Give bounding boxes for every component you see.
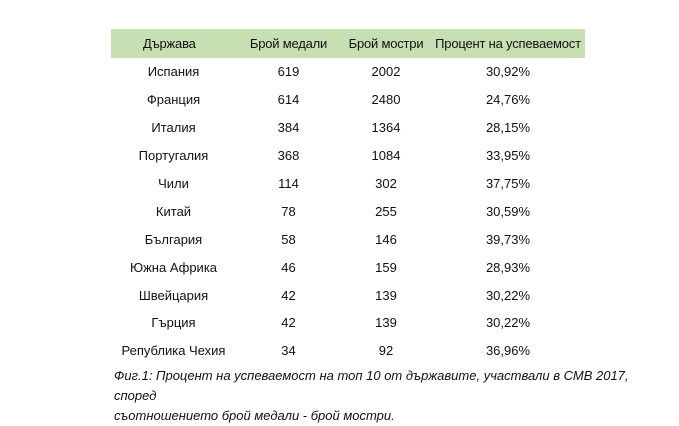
results-table: Държава Брой медали Брой мостри Процент … <box>111 29 585 365</box>
cell-success-rate: 39,73% <box>485 231 531 247</box>
cell-medals: 78 <box>281 203 296 219</box>
cell-country: Южна Африка <box>129 259 218 275</box>
cell-country: Швейцария <box>138 287 209 303</box>
cell-country: Португалия <box>138 148 209 164</box>
figure-caption: Фиг.1: Процент на успеваемост на топ 10 … <box>114 366 634 426</box>
table-header-row: Държава Брой медали Брой мостри Процент … <box>111 29 585 58</box>
cell-samples: 146 <box>375 231 397 247</box>
cell-country: Гърция <box>151 315 196 331</box>
cell-samples: 2002 <box>371 64 401 80</box>
cell-samples: 139 <box>375 315 397 331</box>
cell-samples: 1364 <box>371 120 401 136</box>
cell-success-rate: 24,76% <box>485 92 531 108</box>
table-row: Испания 619 2002 30,92% <box>111 58 585 86</box>
cell-country: Чили <box>158 176 189 191</box>
cell-medals: 34 <box>281 343 296 359</box>
table-row: Португалия 368 1084 33,95% <box>111 142 585 170</box>
cell-samples: 92 <box>378 343 394 359</box>
cell-country: Република Чехия <box>121 343 226 359</box>
cell-success-rate: 28,15% <box>485 120 531 136</box>
cell-success-rate: 30,22% <box>485 315 531 331</box>
table-row: Чили 114 302 37,75% <box>111 170 585 198</box>
cell-medals: 42 <box>281 287 296 303</box>
cell-medals: 619 <box>277 64 300 80</box>
cell-samples: 159 <box>375 259 397 275</box>
cell-success-rate: 37,75% <box>485 176 531 191</box>
table-row: Република Чехия 34 92 36,96% <box>111 337 585 365</box>
header-medals: Брой медали <box>249 36 328 51</box>
cell-country: Франция <box>146 92 201 108</box>
cell-medals: 384 <box>277 120 300 136</box>
table-row: Италия 384 1364 28,15% <box>111 114 585 142</box>
table-row: България 58 146 39,73% <box>111 225 585 253</box>
cell-country: Испания <box>147 64 200 80</box>
results-table-container: Държава Брой медали Брой мостри Процент … <box>111 29 585 365</box>
cell-samples: 139 <box>375 287 397 303</box>
header-success-rate: Процент на успеваемост <box>435 36 581 51</box>
cell-medals: 114 <box>278 176 299 191</box>
cell-medals: 368 <box>277 148 300 164</box>
header-samples: Брой мостри <box>348 36 424 51</box>
header-country: Държава <box>143 36 196 51</box>
table-body: Испания 619 2002 30,92% Франция 614 2480 24,76%… <box>111 58 585 365</box>
cell-success-rate: 28,93% <box>485 259 531 275</box>
cell-samples: 1084 <box>371 148 401 164</box>
table-row: Китай 78 255 30,59% <box>111 197 585 225</box>
cell-medals: 614 <box>277 92 300 108</box>
cell-samples: 2480 <box>371 92 401 108</box>
cell-success-rate: 30,92% <box>485 64 531 80</box>
cell-medals: 58 <box>281 231 296 247</box>
caption-line-2: съотношението брой медали - брой мостри. <box>114 408 395 423</box>
cell-country: България <box>144 231 203 247</box>
cell-medals: 42 <box>281 315 296 331</box>
cell-success-rate: 33,95% <box>485 148 531 164</box>
cell-country: Китай <box>155 203 192 219</box>
cell-success-rate: 30,59% <box>485 203 531 219</box>
table-row: Гърция 42 139 30,22% <box>111 309 585 337</box>
caption-line-1: Фиг.1: Процент на успеваемост на топ 10 … <box>114 368 629 403</box>
cell-country: Италия <box>151 120 196 136</box>
cell-success-rate: 36,96% <box>485 343 531 359</box>
cell-success-rate: 30,22% <box>485 287 531 303</box>
table-row: Южна Африка 46 159 28,93% <box>111 253 585 281</box>
cell-samples: 255 <box>375 203 397 219</box>
cell-medals: 46 <box>281 259 296 275</box>
table-row: Франция 614 2480 24,76% <box>111 86 585 114</box>
cell-samples: 302 <box>375 176 397 191</box>
table-row: Швейцария 42 139 30,22% <box>111 281 585 309</box>
